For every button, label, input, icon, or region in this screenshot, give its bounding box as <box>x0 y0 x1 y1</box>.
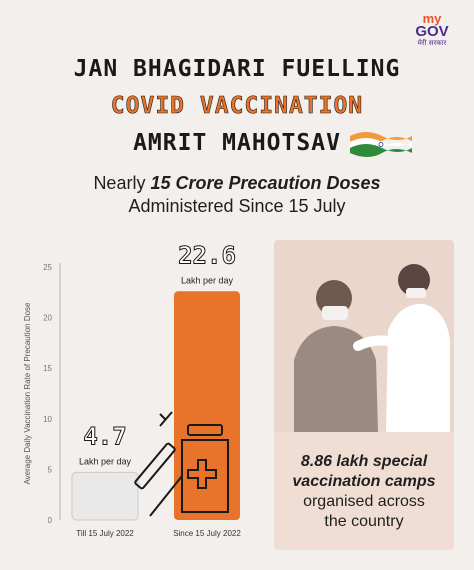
logo-gov: GOV <box>415 23 449 40</box>
vaccination-rate-chart: 0 5 10 15 20 25 Average Daily Vaccination Rate… <box>23 241 241 538</box>
title-line-3: AMRIT MAHOTSAV <box>0 130 474 156</box>
y-axis-label: Average Daily Vaccination Rate of Precau… <box>23 302 32 485</box>
camps-line-2: vaccination camps <box>292 473 436 490</box>
title-line-2: COVID VACCINATION <box>110 93 364 120</box>
camps-line-1: 8.86 lakh special <box>300 453 428 470</box>
camps-line-4: the country <box>324 513 404 530</box>
y-tick-label: 15 <box>43 364 52 373</box>
x-tick-label: Till 15 July 2022 <box>76 529 134 538</box>
title-line-3-text: AMRIT MAHOTSAV <box>133 130 341 156</box>
value-label: 4.7 <box>83 422 126 450</box>
camps-card: 8.86 lakh special vaccination camps orga… <box>274 240 454 550</box>
y-tick-label: 0 <box>48 516 53 525</box>
subtitle-line-1: Nearly 15 Crore Precaution Doses <box>0 173 474 194</box>
value-label: 22.6 <box>178 241 236 269</box>
vaccine-vial-syringe-icon <box>134 411 229 517</box>
x-tick-label: Since 15 July 2022 <box>173 529 241 538</box>
y-tick-label: 25 <box>43 263 52 272</box>
title-line-1: JAN BHAGIDARI FUELLING <box>73 56 401 82</box>
india-flag-icon <box>350 132 412 157</box>
unit-label: Lakh per day <box>79 456 132 466</box>
camps-caption: 8.86 lakh special vaccination camps orga… <box>274 452 454 532</box>
y-tick-label: 20 <box>43 314 52 323</box>
subtitle-line-2: Administered Since 15 July <box>128 196 346 216</box>
logo-my: my <box>422 11 442 26</box>
y-tick-label: 5 <box>48 465 53 474</box>
camps-line-3: organised across <box>303 493 425 510</box>
bar <box>71 471 139 521</box>
mygov-logo: my GOV मेरी सरकार <box>412 12 452 48</box>
subtitle-highlight: 15 Crore Precaution Doses <box>150 173 381 193</box>
unit-label: Lakh per day <box>181 275 234 285</box>
y-tick-label: 10 <box>43 415 52 424</box>
subtitle-prefix: Nearly <box>93 173 151 193</box>
logo-tagline: मेरी सरकार <box>417 39 447 47</box>
bar <box>174 291 240 520</box>
vaccination-photo-image <box>274 240 454 432</box>
